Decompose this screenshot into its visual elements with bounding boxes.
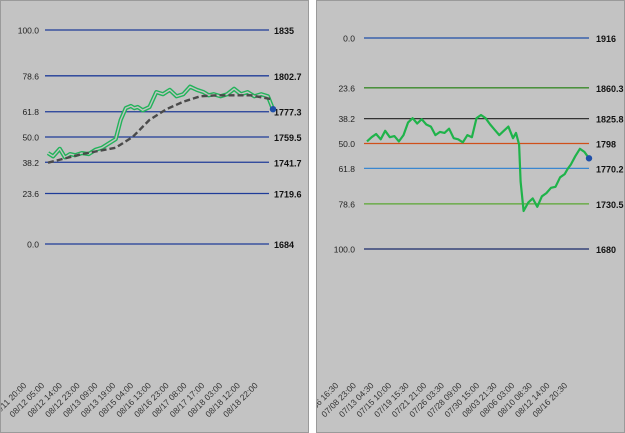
fib-price-label-5: 1730.5 [596,200,624,210]
fib-ratio-label-1: 78.6 [22,71,39,81]
fib-ratio-label-3: 50.0 [22,133,39,143]
fib-ratio-label-6: 0.0 [27,240,39,250]
fib-ratio-label-3: 50.0 [338,139,355,149]
fib-ratio-label-4: 38.2 [22,158,39,168]
fib-price-label-6: 1680 [596,245,616,255]
fib-ratio-label-5: 78.6 [338,199,355,209]
fib-ratio-label-2: 61.8 [22,107,39,117]
left-chart-svg: 100.0 1835 78.6 1802.7 61.8 1777.3 50.0 1759.5 3… [1,26,302,420]
fib-price-label-6: 1684 [274,240,294,250]
price-series-line-0 [366,113,590,213]
fib-ratio-label-0: 0.0 [343,34,355,44]
right-chart-svg: 0.0 1916 23.6 1860.3 38.2 1825.8 50.0 1798 61.8 1… [317,34,624,420]
right-chart-panel: 0.0 1916 23.6 1860.3 38.2 1825.8 50.0 1798 61.8 1… [316,0,625,433]
fib-price-label-1: 1802.7 [274,72,302,82]
fib-price-label-0: 1916 [596,34,616,44]
fib-price-label-2: 1777.3 [274,108,302,118]
last-price-marker [585,155,593,162]
fib-ratio-label-2: 38.2 [338,114,355,124]
fib-price-label-1: 1860.3 [596,84,624,94]
fib-price-label-3: 1759.5 [274,133,302,143]
fib-price-label-4: 1770.2 [596,164,624,174]
fib-price-label-2: 1825.8 [596,115,624,125]
fib-ratio-label-6: 100.0 [334,245,356,255]
fib-price-label-5: 1719.6 [274,189,302,199]
left-chart-panel: 100.0 1835 78.6 1802.7 61.8 1777.3 50.0 1759.5 3… [0,0,309,433]
moving-average-line-1 [47,94,274,164]
price-series-line-0 [46,84,275,160]
fib-ratio-label-0: 100.0 [18,26,40,36]
fib-ratio-label-1: 23.6 [338,83,355,93]
fib-price-label-4: 1741.7 [274,158,302,168]
fib-price-label-3: 1798 [596,140,616,150]
price-series-line-inner-0 [47,85,274,159]
fib-ratio-label-4: 61.8 [338,164,355,174]
fib-ratio-label-5: 23.6 [22,189,39,199]
fib-price-label-0: 1835 [274,26,294,36]
last-price-marker [269,105,277,113]
